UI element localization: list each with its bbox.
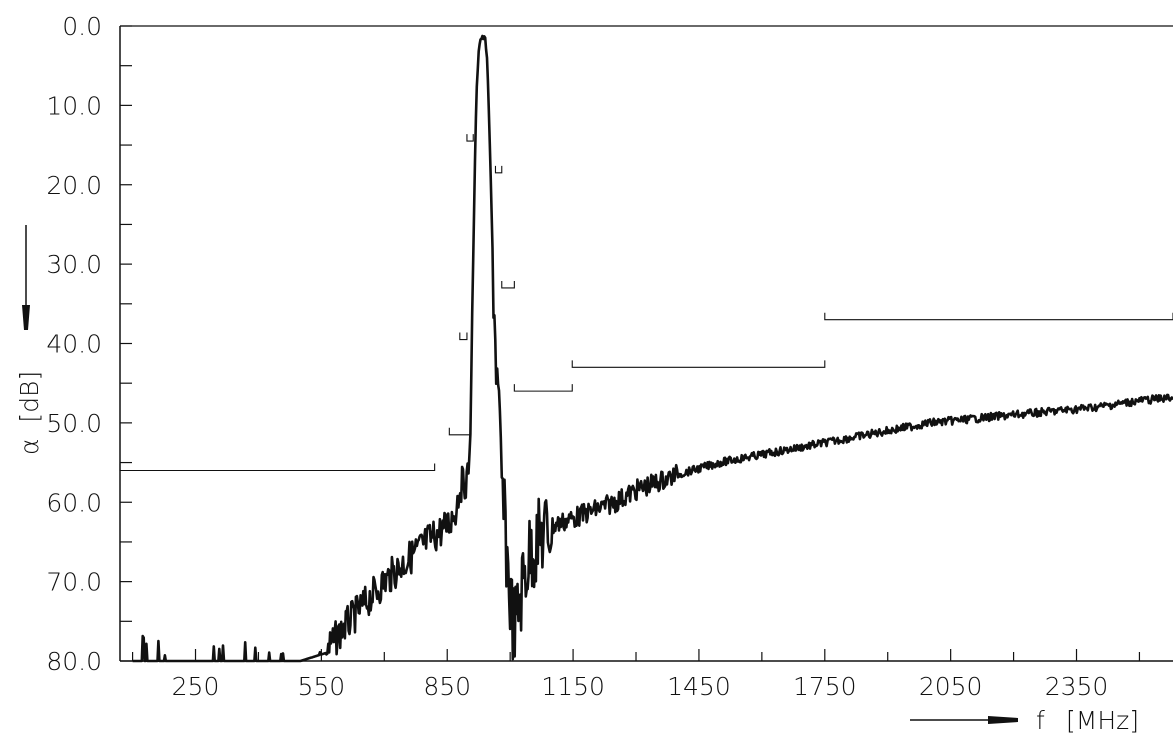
mask-segment	[513, 384, 573, 392]
response-curve	[132, 34, 1173, 663]
x-tick-label: 250	[172, 672, 220, 701]
axes	[119, 25, 1173, 662]
mask-segment	[494, 165, 503, 174]
x-tick-label: 850	[423, 672, 471, 701]
x-tick-label: 1450	[667, 672, 731, 701]
series-layer	[132, 34, 1173, 663]
mask-segment	[824, 312, 1173, 321]
y-axis-symbol: α	[15, 439, 44, 455]
y-tick-label: 20.0	[46, 171, 102, 200]
y-tick-label: 40.0	[46, 330, 102, 359]
y-tick-label: 60.0	[46, 488, 102, 517]
y-tick-label: 50.0	[46, 409, 102, 438]
x-tick-label: 2050	[919, 672, 983, 701]
x-tick-label: 550	[298, 672, 346, 701]
x-tick-label: 1150	[541, 672, 605, 701]
y-tick-label: 10.0	[46, 91, 102, 120]
y-tick-label: 30.0	[46, 250, 102, 279]
mask-segment	[448, 427, 471, 436]
mask-segment	[501, 280, 515, 289]
y-axis-title: α [dB]	[15, 371, 44, 455]
x-axis-unit: [MHz]	[1066, 706, 1139, 735]
x-axis-symbol: f	[1036, 706, 1045, 735]
y-tick-label: 80.0	[46, 647, 102, 676]
svg-text:α [dB]: α [dB]	[15, 371, 44, 455]
mask-segment	[459, 332, 468, 341]
y-direction-arrow-icon	[22, 225, 30, 330]
limit-mask	[119, 134, 1173, 472]
y-axis-unit: [dB]	[15, 371, 44, 423]
mask-segment	[571, 360, 826, 368]
y-tick-labels: 0.0 10.0 20.0 30.0 40.0 50.0 60.0 70.0 80.0	[46, 12, 102, 676]
mask-segment	[119, 463, 436, 472]
x-tick-labels: 250 550 850 1150 1450 1750 2050 2350	[172, 672, 1109, 701]
x-direction-arrow-icon	[910, 716, 1018, 724]
x-tick-label: 1750	[793, 672, 857, 701]
y-tick-label: 70.0	[46, 568, 102, 597]
x-tick-label: 2350	[1045, 672, 1109, 701]
y-tick-label: 0.0	[62, 12, 102, 41]
mask-segment	[466, 134, 474, 142]
